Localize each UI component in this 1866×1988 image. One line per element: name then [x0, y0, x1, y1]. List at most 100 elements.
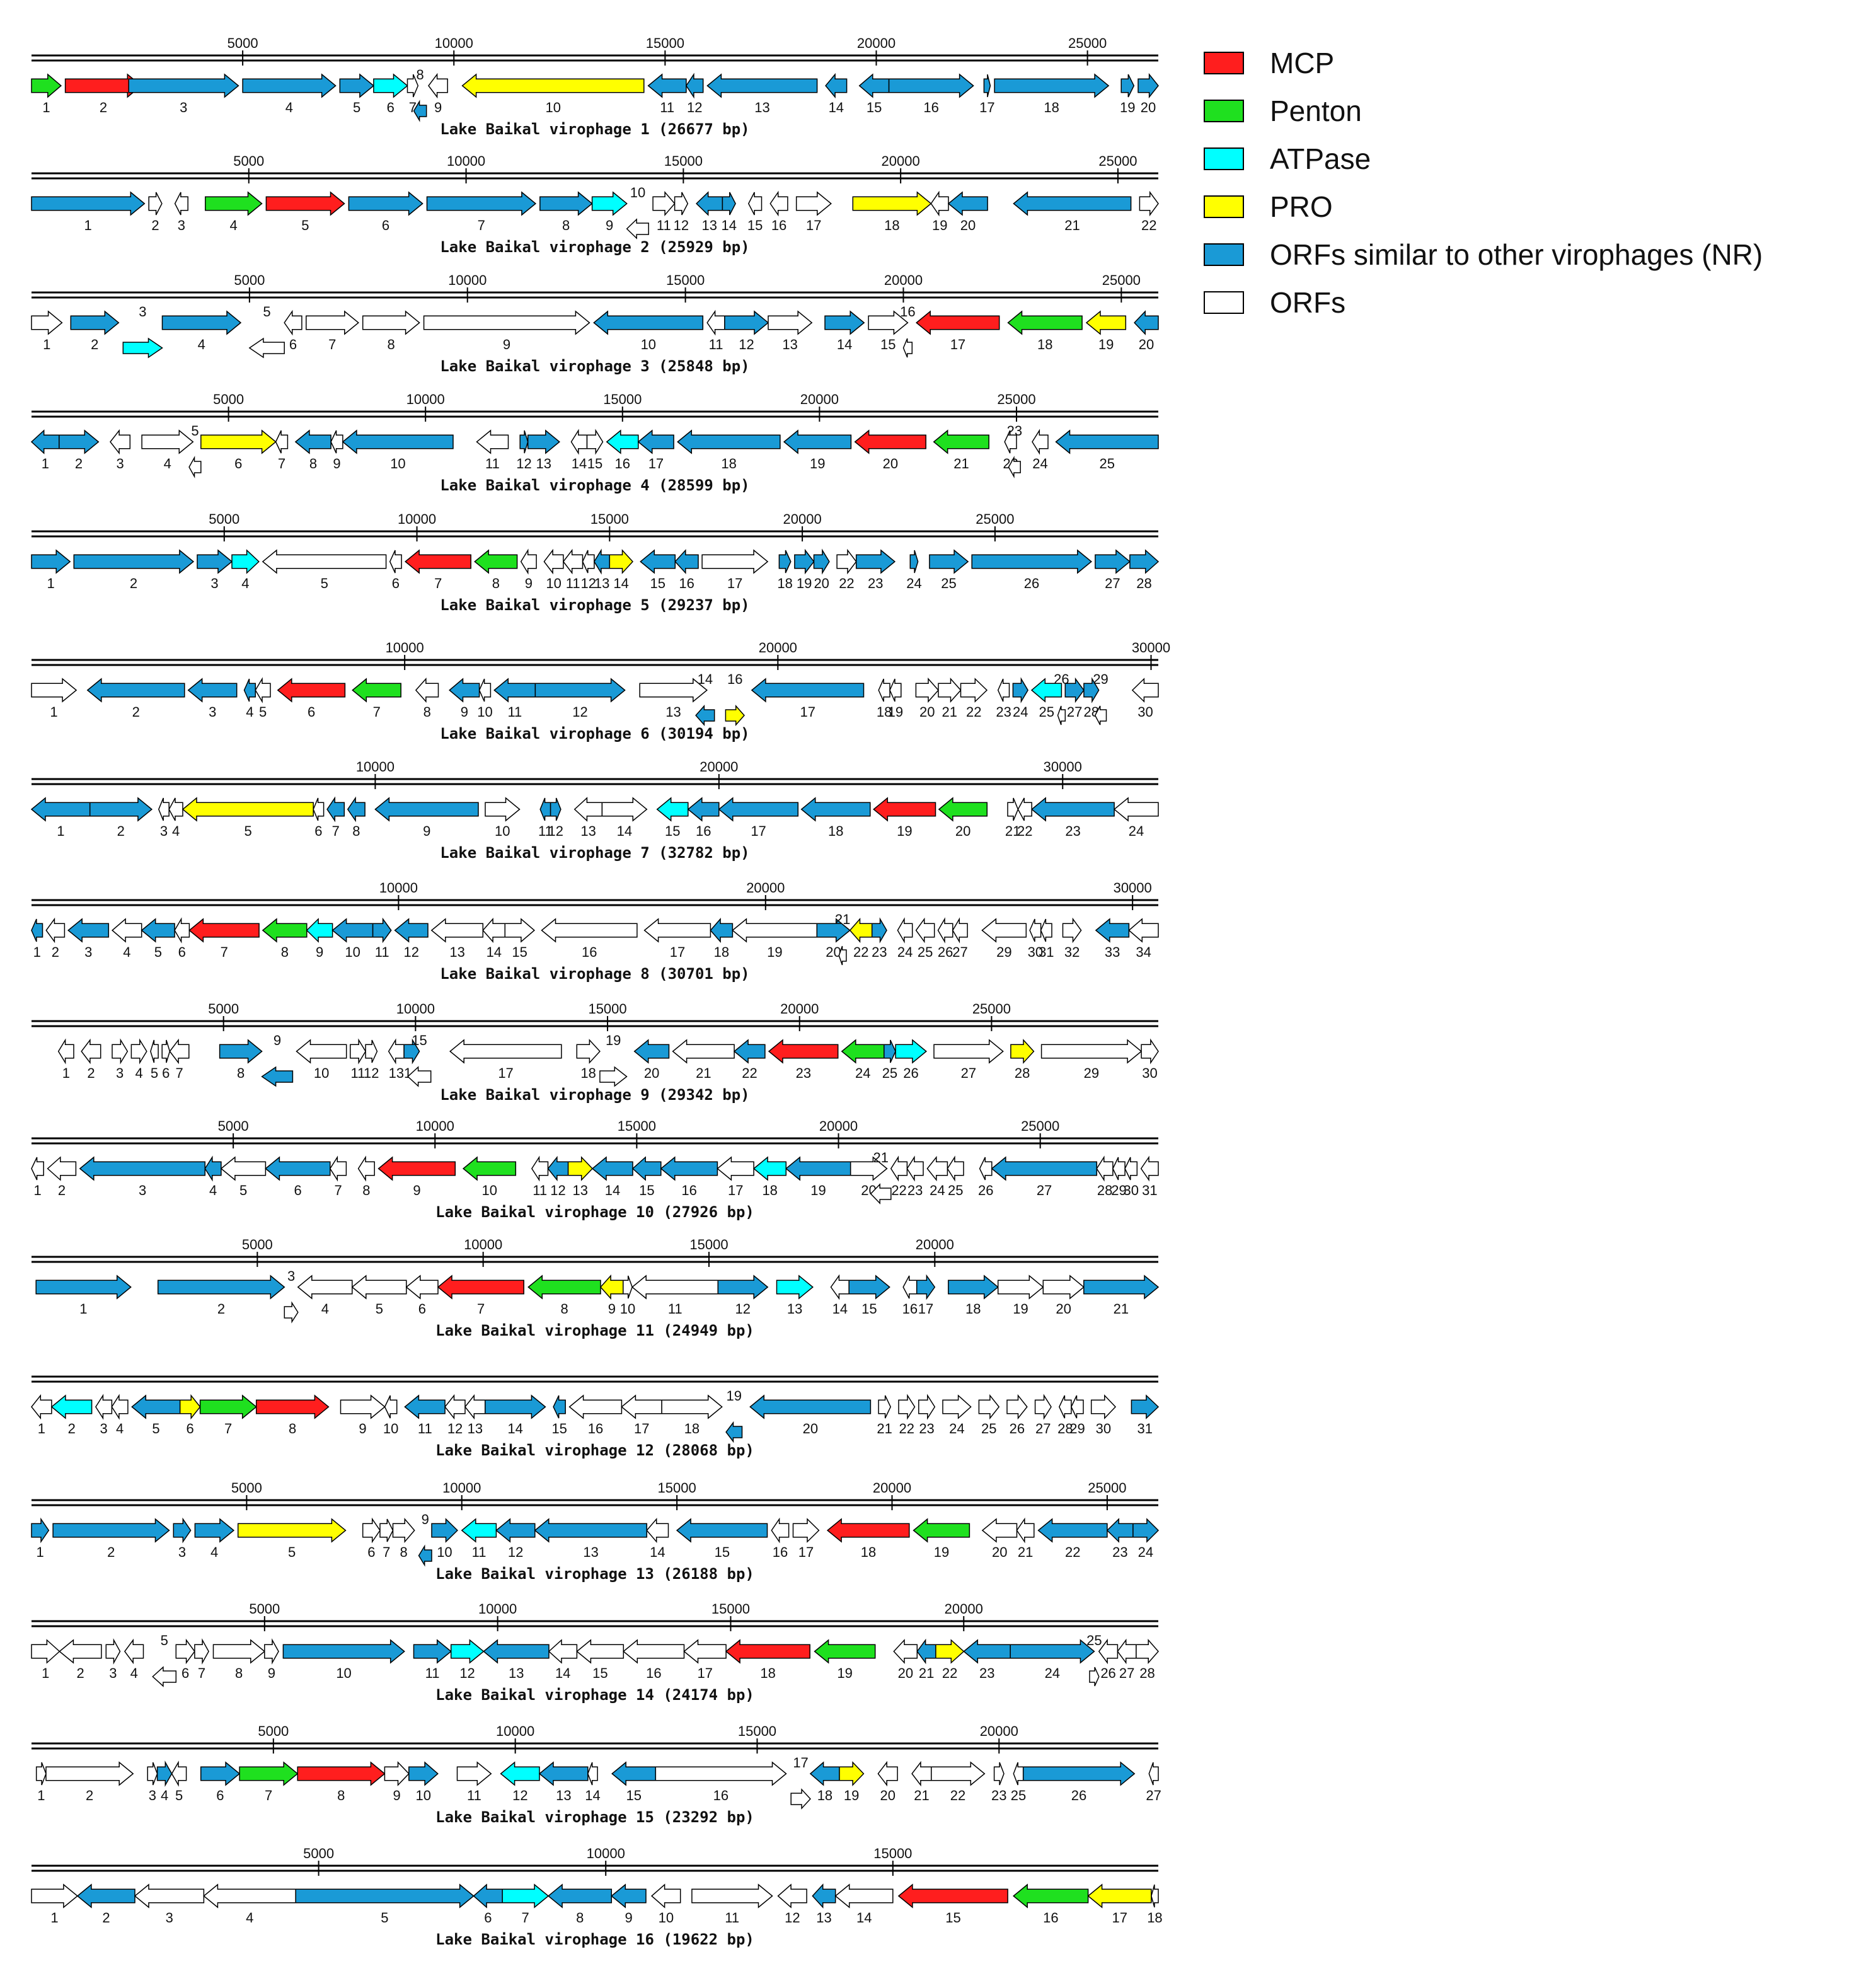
genome-name: Lake Baikal virophage 12 (28068 bp)	[435, 1442, 754, 1459]
gene-number: 8	[416, 67, 423, 83]
gene-number: 13	[556, 1788, 571, 1803]
gene-number: 28	[1139, 1665, 1155, 1681]
tick-label: 20000	[882, 153, 920, 169]
gene-number: 15	[747, 217, 763, 233]
gene-arrow	[1004, 430, 1017, 454]
gene-number: 16	[646, 1665, 661, 1681]
gene-number: 3	[210, 575, 218, 591]
gene-number: 21	[1005, 823, 1020, 839]
gene-arrow	[1022, 1761, 1136, 1786]
gene-arrow	[347, 796, 366, 823]
gene-arrow	[1113, 797, 1159, 822]
gene-number: 6	[289, 337, 297, 352]
gene-arrow	[81, 1038, 101, 1065]
gene-arrow	[1013, 1883, 1089, 1909]
gene-arrow	[599, 1274, 624, 1300]
gene-arrow	[297, 1274, 353, 1300]
gene-arrow	[284, 309, 302, 336]
gene-arrow	[1034, 1394, 1052, 1420]
gene-number: 3	[116, 1065, 124, 1081]
gene-arrow	[993, 1762, 1005, 1786]
gene-number: 6	[234, 456, 242, 471]
tick-label: 15000	[711, 1601, 750, 1617]
gene-arrow	[547, 1155, 569, 1182]
gene-number: 21	[877, 1421, 892, 1436]
tick-label: 20000	[980, 1723, 1018, 1739]
gene-number: 13	[665, 704, 681, 720]
gene-number: 23	[907, 1182, 923, 1198]
gene-arrow	[306, 310, 359, 335]
genome-name: Lake Baikal virophage 4 (28599 bp)	[440, 477, 749, 494]
gene-number: 32	[1064, 944, 1080, 960]
legend-swatch-nr-orfs	[1204, 243, 1244, 266]
gene-arrow	[415, 678, 439, 703]
gene-arrow	[586, 429, 604, 455]
gene-arrow	[722, 192, 736, 216]
gene-number: 18	[965, 1301, 981, 1317]
gene-arrow	[567, 1156, 594, 1181]
gene-number: 20	[960, 217, 976, 233]
gene-arrow	[357, 1155, 375, 1182]
gene-arrow	[733, 1039, 766, 1064]
gene-arrow	[150, 1039, 159, 1063]
gene-arrow	[918, 1394, 936, 1420]
gene-arrow	[389, 550, 402, 574]
gene-arrow	[676, 1518, 768, 1543]
gene-number: 23	[1112, 1544, 1127, 1560]
gene-number: 11	[467, 1788, 481, 1803]
gene-arrow	[31, 918, 43, 942]
gene-arrow	[1112, 1157, 1126, 1181]
gene-arrow	[294, 429, 331, 454]
gene-number: 19	[606, 1032, 621, 1048]
gene-arrow	[938, 797, 988, 822]
tick-label: 10000	[398, 511, 436, 527]
gene-number: 18	[721, 456, 736, 471]
gene-number: 21	[696, 1065, 711, 1081]
gene-number: 16	[923, 100, 938, 115]
gene-arrow	[404, 1394, 446, 1419]
gene-number: 11	[418, 1421, 432, 1436]
gene-arrow	[156, 1760, 173, 1787]
gene-arrow	[647, 73, 687, 98]
gene-number: 11	[660, 100, 674, 115]
gene-number: 5	[301, 217, 309, 233]
genome-name: Lake Baikal virophage 9 (29342 bp)	[440, 1086, 749, 1104]
gene-arrow	[841, 1039, 885, 1064]
genome-name: Lake Baikal virophage 5 (29237 bp)	[440, 596, 749, 614]
gene-number: 20	[898, 1665, 913, 1681]
gene-arrow	[576, 1639, 625, 1664]
gene-number: 21	[1018, 1544, 1033, 1560]
gene-number: 31	[1142, 1182, 1157, 1198]
gene-number: 28	[1057, 1421, 1073, 1436]
gene-arrow	[31, 1394, 52, 1420]
gene-number: 3	[100, 1421, 108, 1436]
gene-number: 15	[412, 1032, 427, 1048]
gene-number: 20	[826, 944, 841, 960]
gene-number: 3	[84, 944, 92, 960]
gene-number: 10	[630, 185, 645, 200]
gene-number: 3	[178, 217, 185, 233]
gene-arrow	[915, 678, 940, 703]
gene-arrow	[674, 192, 689, 216]
gene-number: 22	[839, 575, 854, 591]
gene-number: 11	[709, 337, 723, 352]
gene-arrow	[749, 1394, 872, 1419]
gene-number: 3	[209, 704, 216, 720]
gene-number: 6	[186, 1421, 193, 1436]
gene-arrow	[769, 190, 788, 217]
gene-arrow	[464, 1394, 486, 1420]
gene-arrow	[691, 1883, 773, 1909]
gene-arrow	[194, 1638, 209, 1665]
gene-number: 2	[217, 1301, 225, 1317]
gene-arrow	[777, 1883, 807, 1909]
gene-arrow	[834, 1883, 894, 1909]
gene-arrow	[205, 191, 263, 216]
gene-number: 1	[50, 1910, 58, 1926]
gene-arrow	[633, 1039, 670, 1064]
gene-number: 8	[309, 456, 317, 471]
gene-number: 19	[932, 217, 947, 233]
gene-number: 31	[1039, 944, 1054, 960]
gene-arrow	[148, 192, 163, 216]
gene-arrow	[1124, 1157, 1138, 1181]
gene-number: 9	[333, 456, 340, 471]
